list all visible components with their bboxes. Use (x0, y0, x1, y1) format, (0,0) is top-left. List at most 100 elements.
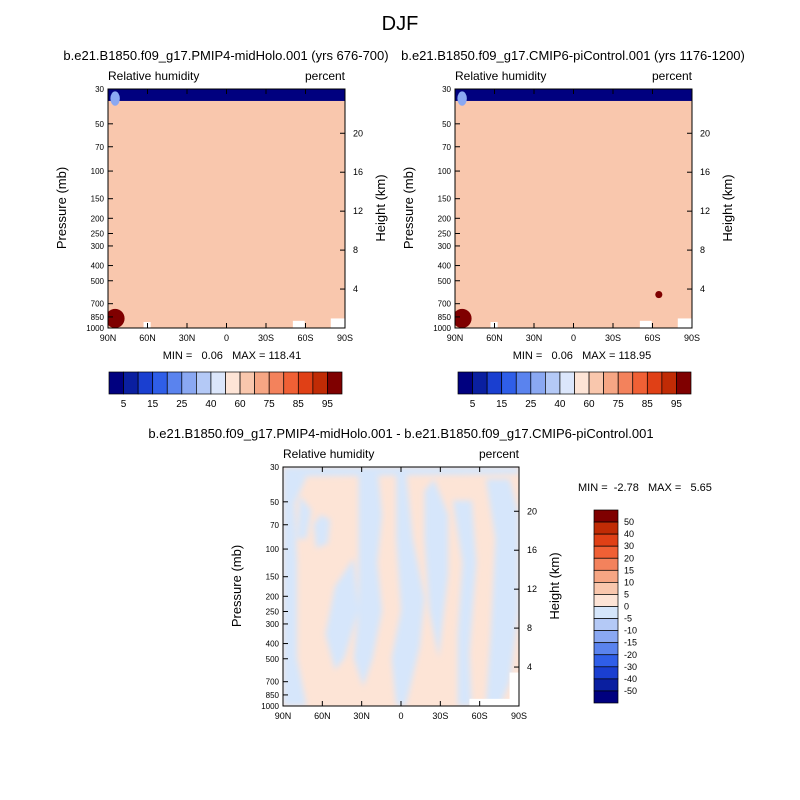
y-tick-label: 700 (438, 300, 452, 309)
x-tick-label: 90N (100, 333, 117, 343)
colorbar-label: -50 (624, 686, 637, 696)
colorbar-segment (593, 618, 619, 631)
panel-title: b.e21.B1850.f09_g17.PMIP4-midHolo.001 - … (148, 426, 653, 441)
x-tick-label: 60S (297, 333, 313, 343)
y-tick-label: 200 (91, 214, 105, 223)
panel-picontrol: b.e21.B1850.f09_g17.CMIP6-piControl.001 … (401, 48, 745, 410)
negative-band (391, 467, 425, 706)
colorbar-segment (593, 630, 619, 644)
y-tick-label: 50 (442, 120, 451, 129)
humidity-field (455, 89, 692, 328)
colorbar-segment (661, 371, 677, 395)
y-axis-label: Pressure (mb) (229, 545, 244, 627)
colorbar-segment (676, 371, 692, 395)
x-tick-label: 30N (353, 711, 370, 721)
height-tick-label: 8 (353, 245, 358, 255)
contour-band (455, 89, 692, 101)
colorbar-segment (254, 371, 270, 395)
y-tick-label: 30 (270, 463, 279, 472)
contour-band (655, 290, 663, 299)
negative-band (283, 476, 307, 706)
units-label: percent (305, 69, 346, 83)
height-tick-label: 8 (700, 245, 705, 255)
y-axis-label: Pressure (mb) (401, 167, 416, 249)
colorbar-segment (108, 371, 124, 395)
units-label: percent (479, 447, 520, 461)
colorbar-label: 5 (121, 399, 127, 410)
y-tick-label: 250 (266, 608, 280, 617)
missing-data-area (330, 318, 345, 328)
height-tick-label: 12 (353, 206, 363, 216)
contour-band (455, 308, 472, 328)
units-label: percent (652, 69, 693, 83)
variable-label: Relative humidity (283, 447, 374, 461)
colorbar-segment (239, 371, 255, 395)
colorbar-segment (196, 371, 212, 395)
y-tick-label: 250 (91, 230, 105, 239)
y-tick-label: 150 (91, 195, 105, 204)
height-tick-label: 12 (527, 584, 537, 594)
colorbar-label: 30 (624, 541, 634, 551)
panel-difference: b.e21.B1850.f09_g17.PMIP4-midHolo.001 - … (148, 426, 711, 721)
missing-data-area (639, 320, 652, 328)
height-tick-label: 8 (527, 623, 532, 633)
colorbar-label: 5 (624, 589, 629, 599)
y-tick-label: 700 (91, 300, 105, 309)
y-tick-label: 200 (438, 214, 452, 223)
colorbar-segment (559, 371, 575, 395)
x-tick-label: 90N (447, 333, 464, 343)
missing-data-area (469, 698, 519, 706)
missing-data-area (677, 318, 692, 328)
colorbar-segment (588, 371, 604, 395)
colorbar-segment (312, 371, 328, 395)
y-tick-label: 500 (266, 655, 280, 664)
colorbar-segment (181, 371, 197, 395)
y-tick-label: 150 (438, 195, 452, 204)
height-axis-label: Height (km) (720, 174, 735, 241)
y-tick-label: 250 (438, 230, 452, 239)
y-tick-label: 100 (91, 167, 105, 176)
colorbar-label: 15 (147, 399, 159, 410)
x-tick-label: 60S (644, 333, 660, 343)
x-tick-label: 30N (179, 333, 196, 343)
colorbar-segment (593, 533, 619, 547)
panel-title: b.e21.B1850.f09_g17.PMIP4-midHolo.001 (y… (63, 48, 388, 63)
colorbar-label: 25 (525, 399, 537, 410)
x-tick-label: 60S (472, 711, 488, 721)
colorbar-segment (593, 654, 619, 668)
height-tick-label: 16 (700, 167, 710, 177)
y-tick-label: 30 (95, 85, 104, 94)
colorbar-label: -20 (624, 650, 637, 660)
colorbar-segment (593, 569, 619, 583)
y-tick-label: 850 (266, 691, 280, 700)
y-tick-label: 100 (266, 545, 280, 554)
colorbar-segment (530, 371, 546, 395)
colorbar-label: 10 (624, 577, 634, 587)
figure-title: DJF (382, 13, 419, 35)
colorbar-label: 95 (671, 399, 683, 410)
colorbar-label: 50 (624, 517, 634, 527)
colorbar-label: -10 (624, 626, 637, 636)
colorbar: 5 15 25 40 60 75 85 95 (457, 371, 692, 410)
colorbar-label: -5 (624, 614, 632, 624)
smoothed-bands (283, 467, 519, 706)
height-tick-label: 12 (700, 206, 710, 216)
height-tick-label: 4 (700, 284, 705, 294)
colorbar-segment (472, 371, 488, 395)
min-max-stats: MIN = 0.06 MAX = 118.95 (513, 350, 652, 362)
x-tick-label: 30S (605, 333, 621, 343)
colorbar-label: 75 (613, 399, 625, 410)
colorbar-segment (297, 371, 314, 395)
colorbar-label: 0 (624, 602, 629, 612)
x-tick-label: 30N (526, 333, 543, 343)
y-tick-label: 70 (442, 143, 451, 152)
y-tick-label: 200 (266, 592, 280, 601)
colorbar-segment (632, 371, 648, 395)
colorbar-label: 25 (176, 399, 188, 410)
height-axis-label: Height (km) (547, 552, 562, 619)
colorbar-segment (166, 371, 183, 395)
colorbar-segment (646, 371, 663, 395)
height-tick-label: 4 (527, 662, 532, 672)
colorbar-label: 5 (470, 399, 476, 410)
